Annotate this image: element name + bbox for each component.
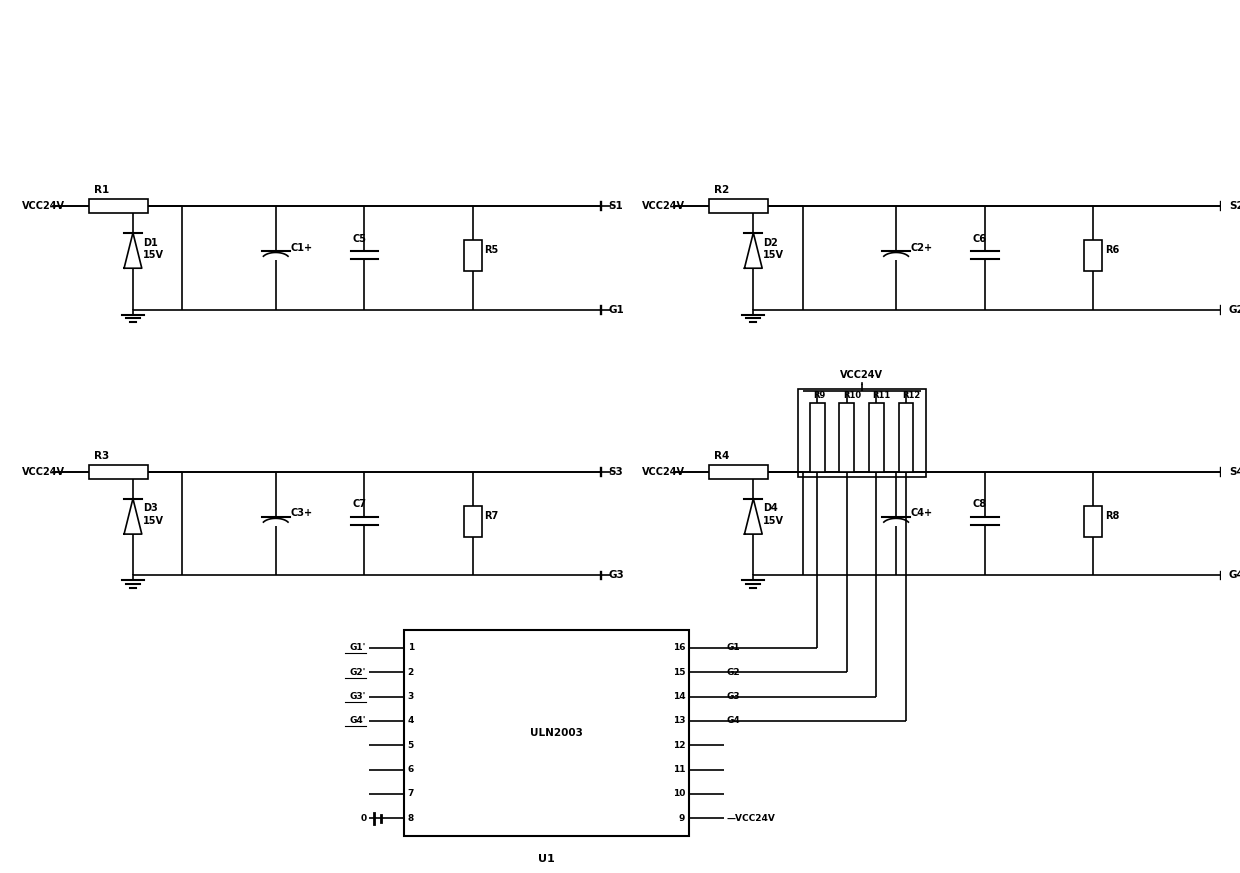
- Text: 15V: 15V: [143, 516, 164, 526]
- Text: VCC24V: VCC24V: [841, 370, 883, 381]
- Bar: [797, 389, 925, 477]
- Text: R8: R8: [1105, 512, 1120, 521]
- Text: G2': G2': [350, 668, 366, 677]
- Text: 15: 15: [673, 668, 686, 677]
- Text: G2: G2: [727, 668, 740, 677]
- Text: R6: R6: [1105, 245, 1120, 256]
- Text: R11: R11: [873, 391, 890, 400]
- Text: G4: G4: [727, 717, 740, 725]
- Text: R10: R10: [843, 391, 861, 400]
- Text: G3': G3': [350, 692, 366, 701]
- Bar: [810, 403, 825, 472]
- Text: R9: R9: [813, 391, 826, 400]
- Text: R12: R12: [901, 391, 920, 400]
- Text: 1: 1: [408, 643, 414, 652]
- Text: D4: D4: [763, 504, 777, 513]
- Text: C4+: C4+: [911, 508, 932, 519]
- Bar: [1084, 240, 1102, 272]
- Text: C2+: C2+: [911, 243, 932, 252]
- Text: S4: S4: [1229, 467, 1240, 477]
- Bar: [464, 240, 481, 272]
- Text: 2: 2: [408, 668, 414, 677]
- Bar: [88, 465, 148, 479]
- Text: R7: R7: [485, 512, 498, 521]
- Text: C3+: C3+: [290, 508, 312, 519]
- Text: 4: 4: [408, 717, 414, 725]
- Text: C1+: C1+: [290, 243, 312, 252]
- Text: 3: 3: [408, 692, 414, 701]
- Text: S2: S2: [1229, 201, 1240, 211]
- Text: G1: G1: [727, 643, 740, 652]
- Bar: [839, 403, 854, 472]
- Bar: [899, 403, 914, 472]
- Bar: [709, 199, 768, 213]
- Text: S3: S3: [609, 467, 624, 477]
- Text: U1: U1: [538, 854, 556, 864]
- Text: 11: 11: [673, 765, 686, 774]
- Text: VCC24V: VCC24V: [21, 201, 64, 211]
- Bar: [464, 505, 481, 537]
- Text: 5: 5: [408, 740, 414, 750]
- Bar: [404, 629, 689, 836]
- Text: G4': G4': [350, 717, 366, 725]
- Bar: [869, 403, 884, 472]
- Text: G3: G3: [609, 570, 624, 581]
- Text: R3: R3: [93, 451, 109, 461]
- Text: R2: R2: [714, 185, 729, 196]
- Text: D2: D2: [763, 237, 777, 248]
- Text: 13: 13: [673, 717, 686, 725]
- Text: D3: D3: [143, 504, 157, 513]
- Text: 0: 0: [360, 814, 366, 822]
- Bar: [1084, 505, 1102, 537]
- Text: G4: G4: [1229, 570, 1240, 581]
- Text: 14: 14: [673, 692, 686, 701]
- Text: G2: G2: [1229, 305, 1240, 314]
- Text: C7: C7: [352, 499, 367, 510]
- Text: G1: G1: [609, 305, 624, 314]
- Text: G1': G1': [350, 643, 366, 652]
- Bar: [709, 465, 768, 479]
- Text: VCC24V: VCC24V: [642, 467, 684, 477]
- Text: 15V: 15V: [763, 251, 784, 260]
- Text: 10: 10: [673, 789, 686, 798]
- Text: R4: R4: [714, 451, 729, 461]
- Text: R1: R1: [93, 185, 109, 196]
- Text: C5: C5: [352, 234, 367, 244]
- Text: 8: 8: [408, 814, 414, 822]
- Text: D1: D1: [143, 237, 157, 248]
- Text: VCC24V: VCC24V: [21, 467, 64, 477]
- Text: ULN2003: ULN2003: [529, 728, 583, 738]
- Text: —VCC24V: —VCC24V: [727, 814, 775, 822]
- Text: 15V: 15V: [763, 516, 784, 526]
- Text: R5: R5: [485, 245, 498, 256]
- Text: 16: 16: [673, 643, 686, 652]
- Text: 12: 12: [673, 740, 686, 750]
- Text: 15V: 15V: [143, 251, 164, 260]
- Text: 9: 9: [680, 814, 686, 822]
- Text: C8: C8: [973, 499, 987, 510]
- Text: VCC24V: VCC24V: [642, 201, 684, 211]
- Text: C6: C6: [973, 234, 987, 244]
- Text: 7: 7: [408, 789, 414, 798]
- Bar: [88, 199, 148, 213]
- Text: G3: G3: [727, 692, 740, 701]
- Text: 6: 6: [408, 765, 414, 774]
- Text: S1: S1: [609, 201, 624, 211]
